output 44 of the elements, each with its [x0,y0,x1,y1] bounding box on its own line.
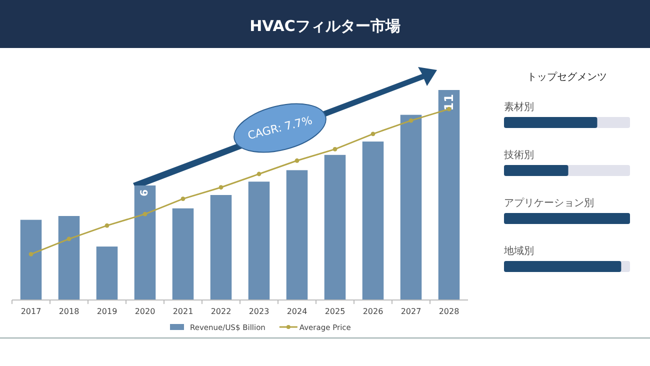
x-tick-label: 2021 [172,307,194,316]
x-tick-label: 2022 [210,307,232,316]
point [66,236,72,242]
x-tick-label: 2026 [362,307,384,316]
point [28,252,34,256]
x-tick-label: 2028 [438,307,460,316]
point [142,212,148,216]
x-tick-label: 2019 [96,307,118,316]
point [104,223,110,228]
bar [286,170,308,300]
x-tick-label: 2018 [58,307,80,316]
point [370,132,376,136]
chart-title: トップセグメンツ [527,71,607,83]
data-label: 11 [442,94,456,111]
x-tick-label: 2023 [248,307,270,316]
point [218,185,224,190]
bar [248,182,270,300]
point [180,196,186,202]
point [332,146,338,152]
y-tick-label: 素材別 [504,101,534,113]
x-tick-label: 2024 [286,307,308,316]
bar [172,208,194,300]
bar [96,246,118,300]
bar [438,90,460,300]
chart-title: HVACフィルター市場 [250,17,400,35]
annotation: CAGR: 7.7% [246,114,314,142]
data-label: 6 [140,189,150,196]
bar [400,114,422,300]
bar [134,185,156,300]
x-tick-label: 2017 [20,307,42,316]
bar [58,216,80,300]
x-tick-label: 2027 [400,307,422,316]
point [294,158,300,163]
bar [20,220,42,300]
bar [210,195,232,300]
y-tick-label: 地域別 [503,245,534,257]
x-tick-label: 2020 [134,307,156,316]
x-tick-label: 2025 [324,307,346,316]
bar [362,142,384,300]
point [408,118,414,123]
bar [324,154,346,300]
y-tick-label: アプリケーション別 [504,197,594,209]
y-tick-label: 技術別 [503,149,534,161]
point [256,172,262,176]
